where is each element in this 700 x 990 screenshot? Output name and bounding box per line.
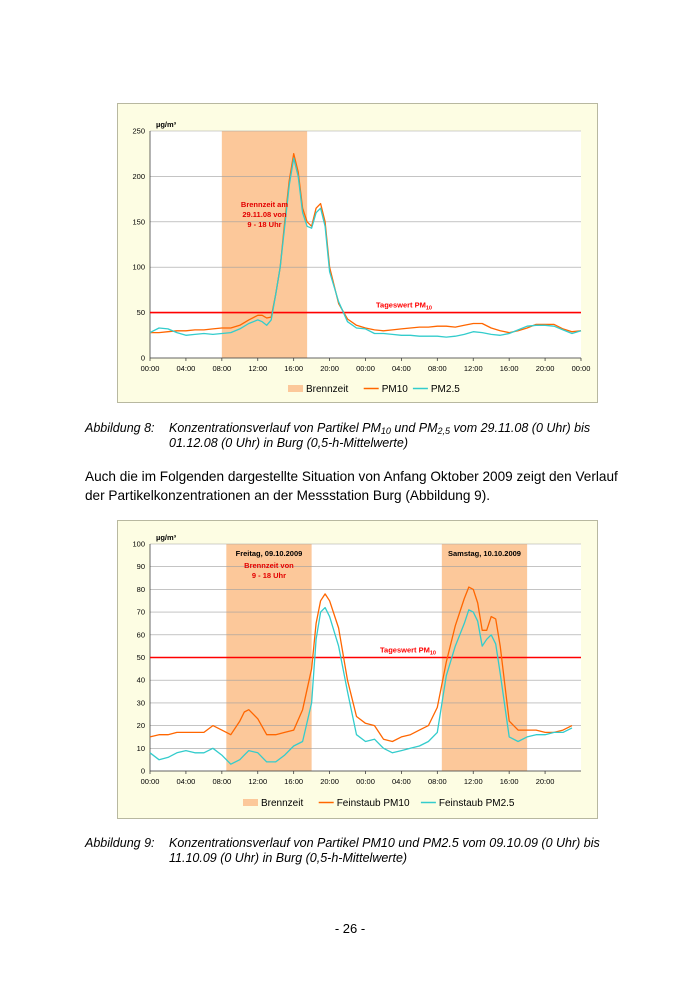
- y-tick-label: 150: [132, 217, 145, 226]
- chart-pm-november-2008: 0 50 100 150 200 250 00:00 04:00 08:00 12:00 16:00…: [117, 103, 598, 403]
- x-tick-label: 04:00: [177, 364, 196, 373]
- x-tick-label: 20:00: [320, 777, 339, 786]
- threshold-label: Tageswert PM10: [376, 301, 432, 312]
- legend-swatch-brennzeit: [288, 385, 303, 392]
- body-paragraph: Auch die im Folgenden dargestellte Situa…: [85, 469, 618, 503]
- x-tick-label: 20:00: [536, 777, 555, 786]
- caption-label: Abbildung 9:: [85, 836, 155, 850]
- band-annotation: 9 - 18 Uhr: [252, 571, 286, 580]
- brennzeit-band: [221, 131, 308, 358]
- chart1-svg: 0 50 100 150 200 250 00:00 04:00 08:00 12:00 16:00…: [132, 120, 591, 395]
- caption-text: Konzentrationsverlauf von Partikel PM10 …: [169, 421, 591, 450]
- threshold-label: Tageswert PM10: [380, 646, 436, 657]
- legend-label: Feinstaub PM2.5: [439, 798, 515, 809]
- x-tick-label: 04:00: [392, 364, 411, 373]
- y-tick-label: 20: [137, 721, 145, 730]
- legend-label: Brennzeit: [306, 384, 348, 395]
- y-tick-label: 40: [137, 676, 145, 685]
- chart-feinstaub-oktober-2009: 0 10 20 30 40 50 60 70 80 90 100 00:00 04:00 08:00 12:…: [117, 520, 598, 819]
- band-annotation: Brennzeit von: [244, 561, 294, 570]
- x-tick-label: 08:00: [212, 364, 231, 373]
- y-tick-label: 100: [132, 263, 145, 272]
- x-tick-label: 08:00: [428, 364, 447, 373]
- band-annotation: 29.11.08 von: [242, 210, 287, 219]
- x-tick-label: 12:00: [464, 364, 483, 373]
- legend-label: Brennzeit: [261, 798, 303, 809]
- x-tick-label: 00:00: [356, 777, 375, 786]
- x-tick-label: 16:00: [500, 777, 519, 786]
- band-day-title: Freitag, 09.10.2009: [236, 549, 303, 558]
- band-annotation: Brennzeit am: [241, 200, 288, 209]
- series-line-feinstaub-pm2-5: [149, 606, 573, 765]
- unit-label: µg/m³: [156, 533, 177, 542]
- x-tick-label: 04:00: [177, 777, 196, 786]
- band-annotation: 9 - 18 Uhr: [247, 220, 281, 229]
- series-line-pm2-5: [149, 157, 582, 338]
- caption-label: Abbildung 8:: [85, 421, 155, 435]
- legend-label: PM10: [382, 384, 409, 395]
- caption-text: Konzentrationsverlauf von Partikel PM10 …: [169, 836, 600, 865]
- figure-caption-9: Abbildung 9: Konzentrationsverlauf von P…: [85, 836, 615, 868]
- x-tick-label: 00:00: [356, 364, 375, 373]
- legend-label: PM2.5: [431, 384, 460, 395]
- chart2-svg: 0 10 20 30 40 50 60 70 80 90 100 00:00 04:00 08:00 12:…: [132, 533, 581, 809]
- y-tick-label: 90: [137, 562, 145, 571]
- x-tick-label: 04:00: [392, 777, 411, 786]
- x-tick-label: 20:00: [536, 364, 555, 373]
- y-tick-label: 0: [141, 767, 145, 776]
- y-tick-label: 80: [137, 585, 145, 594]
- y-tick-label: 0: [141, 354, 145, 363]
- x-tick-label: 16:00: [284, 777, 303, 786]
- plot-area: [150, 131, 581, 358]
- x-tick-label: 12:00: [248, 364, 267, 373]
- page-number: - 26 -: [334, 921, 366, 936]
- y-tick-label: 50: [137, 653, 145, 662]
- x-tick-label: 00:00: [141, 777, 160, 786]
- y-tick-label: 60: [137, 630, 145, 639]
- legend-label: Feinstaub PM10: [337, 798, 410, 809]
- x-tick-label: 16:00: [500, 364, 519, 373]
- y-tick-label: 200: [132, 172, 145, 181]
- y-tick-label: 100: [132, 540, 145, 549]
- y-tick-label: 50: [137, 308, 145, 317]
- unit-label: µg/m³: [156, 120, 177, 129]
- y-tick-label: 30: [137, 698, 145, 707]
- y-tick-label: 70: [137, 608, 145, 617]
- y-tick-label: 250: [132, 127, 145, 136]
- x-tick-label: 12:00: [464, 777, 483, 786]
- x-tick-label: 20:00: [320, 364, 339, 373]
- x-tick-label: 16:00: [284, 364, 303, 373]
- x-tick-label: 00:00: [141, 364, 160, 373]
- x-tick-label: 08:00: [212, 777, 231, 786]
- y-tick-label: 10: [137, 744, 145, 753]
- series-line-feinstaub-pm10: [149, 586, 573, 743]
- legend-swatch-brennzeit: [243, 799, 258, 806]
- x-tick-label: 12:00: [248, 777, 267, 786]
- x-tick-label: 00:00: [572, 364, 591, 373]
- figure-caption-8: Abbildung 8: Konzentrationsverlauf von P…: [85, 421, 615, 453]
- x-tick-label: 08:00: [428, 777, 447, 786]
- band-day-title: Samstag, 10.10.2009: [448, 549, 521, 558]
